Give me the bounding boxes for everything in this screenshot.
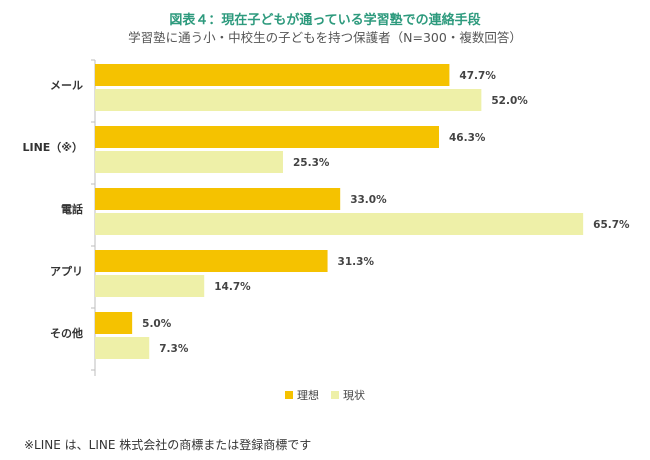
chart-subtitle: 学習塾に通う小・中校生の子どもを持つ保護者（N=300・複数回答） xyxy=(128,30,522,45)
data-label: 47.7% xyxy=(459,70,496,82)
category-label: LINE（※） xyxy=(22,141,83,154)
data-label: 7.3% xyxy=(159,343,189,355)
data-label: 5.0% xyxy=(142,318,172,330)
data-label: 25.3% xyxy=(293,157,330,169)
bar-ideal xyxy=(95,312,133,334)
legend-label-ideal: 理想 xyxy=(297,389,319,402)
bar-current xyxy=(95,89,482,111)
data-label: 52.0% xyxy=(491,95,528,107)
data-label: 46.3% xyxy=(449,132,486,144)
bar-current xyxy=(95,275,205,297)
bar-ideal xyxy=(95,250,328,272)
bar-ideal xyxy=(95,126,440,148)
data-label: 14.7% xyxy=(214,281,251,293)
bar-current xyxy=(95,213,584,235)
legend-swatch-ideal xyxy=(285,391,293,399)
footnote: ※LINE は、LINE 株式会社の商標または登録商標です xyxy=(24,438,312,452)
category-label: 電話 xyxy=(61,202,83,216)
chart-title: 図表４：現在子どもが通っている学習塾での連絡手段 xyxy=(169,13,481,28)
bar-chart: メール 47.7% 52.0% LINE（※） 46.3% 25.3% 電話 33.0% 65.… xyxy=(22,59,630,376)
legend: 理想 現状 xyxy=(0,387,650,403)
bar-ideal xyxy=(95,188,341,210)
category-label: メール xyxy=(50,79,83,92)
bar-ideal xyxy=(95,64,450,86)
category-label: アプリ xyxy=(50,264,83,278)
data-label: 33.0% xyxy=(350,194,387,206)
legend-label-current: 現状 xyxy=(343,389,365,402)
category-label: その他 xyxy=(50,326,83,340)
data-label: 65.7% xyxy=(593,219,630,231)
legend-swatch-current xyxy=(331,391,339,399)
bar-current xyxy=(95,337,150,359)
bar-current xyxy=(95,151,283,173)
legend-item-ideal: 理想 xyxy=(285,387,319,403)
data-label: 31.3% xyxy=(338,256,375,268)
legend-item-current: 現状 xyxy=(331,387,365,403)
